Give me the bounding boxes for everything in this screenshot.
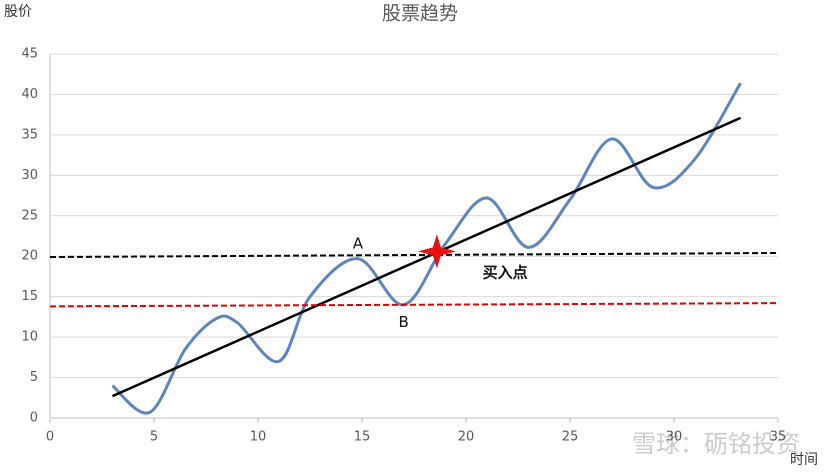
y-axis-label: 股价	[4, 4, 32, 20]
x-tick-label: 20	[458, 430, 475, 445]
buy-point-marker	[417, 234, 456, 269]
y-tick-label: 40	[21, 87, 38, 102]
series-line	[49, 302, 779, 308]
watermark: 雪球：砺铭投资	[632, 430, 800, 458]
y-tick-label: 10	[21, 330, 38, 345]
x-tick-label: 30	[666, 430, 683, 445]
chart-title: 股票趋势	[382, 3, 458, 25]
series-line	[111, 82, 742, 415]
y-tick-label: 35	[21, 127, 38, 142]
series-line	[111, 116, 742, 398]
x-tick-label: 15	[354, 430, 371, 445]
annotation: A	[353, 235, 364, 253]
x-tick-label: 0	[46, 430, 54, 445]
y-tick-label: 5	[30, 370, 38, 385]
y-tick-label: 45	[21, 47, 38, 62]
y-tick-label: 0	[30, 411, 38, 426]
annotation: B	[398, 313, 408, 331]
x-tick-label: 25	[562, 430, 579, 445]
y-tick-label: 30	[21, 168, 38, 183]
y-tick-label: 15	[21, 289, 38, 304]
y-tick-label: 25	[21, 208, 38, 223]
y-tick-label: 20	[21, 249, 38, 264]
series-line	[49, 251, 779, 259]
x-axis-label: 时间	[790, 452, 818, 468]
annotation: 买入点	[483, 264, 528, 282]
x-tick-label: 5	[150, 430, 158, 445]
x-tick-label: 35	[770, 430, 787, 445]
x-tick-label: 10	[250, 430, 267, 445]
